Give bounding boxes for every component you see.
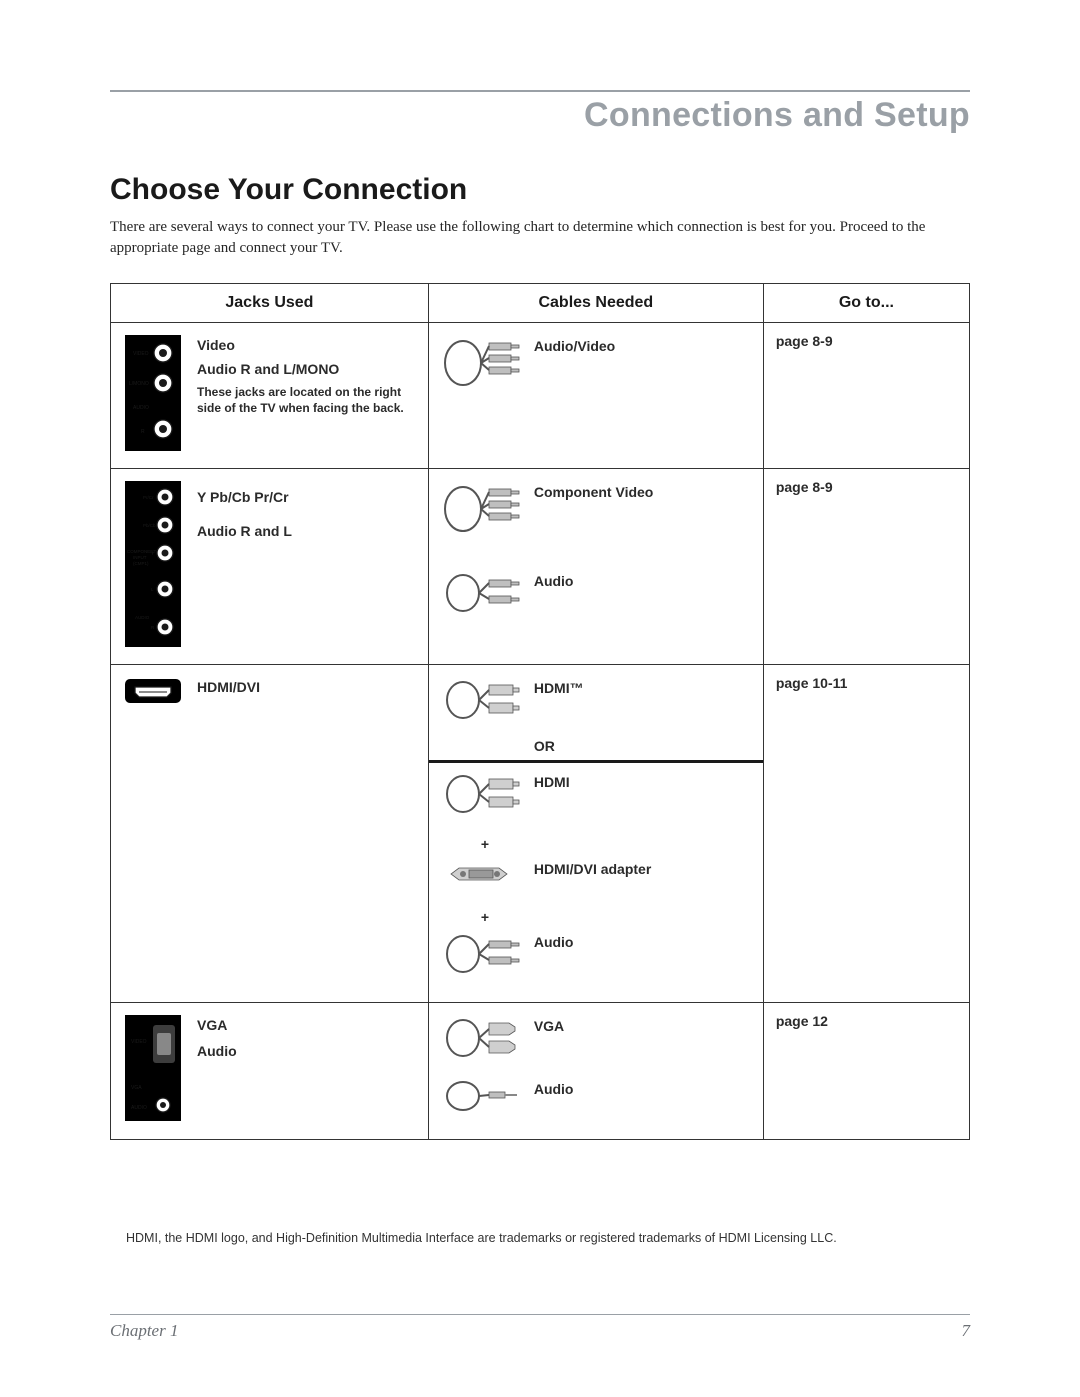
svg-text:L/MONO: L/MONO <box>129 381 149 387</box>
vga-cable-icon <box>441 1013 526 1068</box>
vga-jack-icon: VIDEO VGA AUDIO <box>123 1013 187 1128</box>
svg-text:VIDEO: VIDEO <box>131 1039 147 1045</box>
audio-cable-icon <box>441 929 526 984</box>
svg-text:Pr/Cr: Pr/Cr <box>143 495 154 500</box>
hdmi-cable-icon <box>441 675 526 730</box>
table-row: HDMI/DVI <box>111 665 970 1003</box>
header-rule <box>110 90 970 92</box>
trademark-notice: HDMI, the HDMI logo, and High-Definition… <box>110 1230 970 1248</box>
table-row: VIDEO VGA AUDIO VGA Audio <box>111 1002 970 1139</box>
audio-cable-icon <box>441 568 526 623</box>
table-row: Pr/Cr Pb/Cb COMPONENTINPUT(CMP1) Y L AUD… <box>111 469 970 665</box>
hdmi-dvi-adapter-icon <box>441 856 526 897</box>
svg-text:VIDEO: VIDEO <box>133 351 149 357</box>
table-header-row: Jacks Used Cables Needed Go to... <box>111 284 970 323</box>
table-row: VIDEO L/MONO AUDIO R Video Audio <box>111 323 970 469</box>
plus-label: + <box>441 832 751 856</box>
svg-text:AUDIO: AUDIO <box>133 405 149 411</box>
svg-text:INPUT: INPUT <box>133 555 147 560</box>
header-goto: Go to... <box>763 284 969 323</box>
or-label: OR <box>441 738 751 754</box>
cable-label: Audio <box>534 929 574 953</box>
cable-label: HDMI <box>534 769 570 793</box>
cable-label: Audio/Video <box>534 333 615 357</box>
intro-text: There are several ways to connect your T… <box>110 217 970 259</box>
header-cables: Cables Needed <box>428 284 763 323</box>
page-footer: Chapter 1 7 <box>110 1314 970 1341</box>
section-title: Choose Your Connection <box>110 173 970 207</box>
svg-text:AUDIO: AUDIO <box>131 1105 147 1111</box>
header-jacks: Jacks Used <box>111 284 429 323</box>
hdmi-cable-icon <box>441 769 526 824</box>
jack-label: Audio R and L <box>197 523 416 539</box>
svg-text:(CMP1): (CMP1) <box>133 561 149 566</box>
cable-label: Component Video <box>534 479 654 503</box>
av-cable-icon <box>441 333 526 398</box>
component-cable-icon <box>441 479 526 544</box>
hdmi-jack-icon <box>123 675 187 714</box>
audio-minijack-cable-icon <box>441 1076 526 1121</box>
cable-label: VGA <box>534 1013 564 1037</box>
cable-label: HDMI™ <box>534 675 584 699</box>
plus-label: + <box>441 905 751 929</box>
component-jack-icon: Pr/Cr Pb/Cb COMPONENTINPUT(CMP1) Y L AUD… <box>123 479 187 654</box>
svg-text:VGA: VGA <box>131 1085 142 1091</box>
jack-note: These jacks are located on the right sid… <box>197 385 416 416</box>
jack-label: Audio R and L/MONO <box>197 361 416 377</box>
svg-text:AUDIO: AUDIO <box>135 615 150 620</box>
jack-label: Audio <box>197 1043 416 1059</box>
cable-label: Audio <box>534 568 574 592</box>
goto-label: page 8-9 <box>776 333 957 349</box>
goto-label: page 10-11 <box>776 675 957 691</box>
connections-table: Jacks Used Cables Needed Go to... VIDEO <box>110 283 970 1140</box>
jack-label: Y Pb/Cb Pr/Cr <box>197 489 416 505</box>
chapter-title: Connections and Setup <box>110 96 970 135</box>
goto-label: page 8-9 <box>776 479 957 495</box>
footer-chapter: Chapter 1 <box>110 1321 178 1341</box>
goto-label: page 12 <box>776 1013 957 1029</box>
composite-jack-icon: VIDEO L/MONO AUDIO R <box>123 333 187 458</box>
jack-label: Video <box>197 337 416 353</box>
svg-text:R: R <box>141 429 145 435</box>
jack-label: VGA <box>197 1017 416 1033</box>
jack-label: HDMI/DVI <box>197 679 416 695</box>
manual-page: Connections and Setup Choose Your Connec… <box>0 0 1080 1247</box>
cable-label: HDMI/DVI adapter <box>534 856 651 880</box>
cable-label: Audio <box>534 1076 574 1100</box>
svg-text:Pb/Cb: Pb/Cb <box>143 523 156 528</box>
footer-page: 7 <box>962 1321 971 1341</box>
svg-text:Y: Y <box>151 551 154 556</box>
